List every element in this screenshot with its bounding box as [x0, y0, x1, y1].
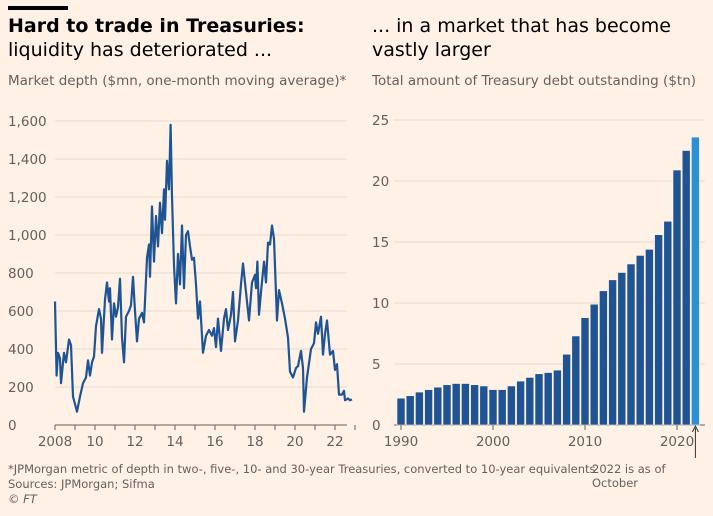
bar-2007: [553, 369, 562, 426]
y-tick-label: 10: [372, 296, 389, 312]
left-chart-title: Hard to trade in Treasuries: liquidity h…: [8, 14, 358, 62]
left-title-bold: Hard to trade in Treasuries:: [8, 15, 305, 37]
market-depth-line: [53, 123, 353, 413]
bar-1994: [433, 386, 443, 426]
copyright: © FT: [8, 492, 37, 506]
sources: Sources: JPMorgan; Sifma: [8, 477, 155, 491]
x-tick-label: 2020: [660, 434, 694, 450]
bar-2003: [516, 380, 525, 426]
bar-1992: [415, 391, 424, 426]
x-tick-label: 18: [246, 434, 263, 450]
bar-1995: [442, 384, 452, 426]
y-tick-label: 0: [372, 418, 381, 434]
x-tick-label: 2010: [568, 434, 602, 450]
bar-2004: [525, 377, 535, 426]
bar-2020: [672, 169, 682, 426]
y-tick-label: 0: [8, 418, 17, 434]
y-tick-label: 200: [8, 380, 34, 396]
bar-1991: [405, 395, 415, 426]
x-tick-label: 12: [126, 434, 143, 450]
y-tick-label: 600: [8, 304, 34, 320]
bar-2016: [635, 255, 645, 426]
bar-2012: [599, 290, 608, 426]
footnote: *JPMorgan metric of depth in two-, five-…: [8, 462, 596, 476]
y-tick-label: 5: [372, 357, 381, 373]
bar-1997: [461, 383, 470, 426]
bar-2018: [654, 234, 663, 426]
left-chart-subtitle: Market depth ($mn, one-month moving aver…: [8, 73, 347, 89]
y-tick-label: 20: [372, 174, 389, 190]
x-tick-label: 22: [326, 434, 343, 450]
bar-2005: [534, 373, 544, 426]
bar-2019: [663, 220, 673, 426]
y-tick-label: 1,000: [8, 228, 47, 244]
y-tick-label: 1,200: [8, 190, 47, 206]
x-tick-label: 10: [86, 434, 103, 450]
bar-1990: [396, 397, 406, 426]
x-tick-label: 2000: [476, 434, 510, 450]
right-chart-title: ... in a market that has become vastly l…: [372, 15, 671, 61]
x-tick-label: 16: [206, 434, 223, 450]
bar-2017: [645, 249, 654, 426]
right-chart-subtitle: Total amount of Treasury debt outstandin…: [372, 73, 697, 89]
bar-2021: [681, 150, 691, 426]
y-tick-label: 800: [8, 266, 34, 282]
bar-1993: [424, 389, 433, 426]
y-tick-label: 1,400: [8, 152, 47, 168]
y-tick-label: 1,600: [8, 114, 47, 130]
bar-2022: [691, 136, 700, 426]
bar-2002: [507, 385, 516, 426]
y-tick-label: 15: [372, 235, 389, 251]
bar-2015: [626, 263, 636, 426]
x-tick-label: 2008: [38, 434, 72, 450]
x-tick-label: 20: [286, 434, 303, 450]
bar-2013: [608, 279, 617, 426]
arrow-up-icon: [691, 424, 699, 433]
x-tick-label: 1990: [384, 434, 418, 450]
bar-2011: [589, 303, 599, 426]
bar-2006: [543, 372, 553, 426]
bar-1996: [451, 383, 461, 426]
bar-2009: [571, 335, 581, 426]
x-tick-label: 14: [166, 434, 183, 450]
ft-header-bar: [8, 6, 68, 10]
bar-2014: [617, 272, 627, 426]
bar-2001: [497, 389, 507, 426]
y-tick-label: 25: [372, 113, 389, 129]
bar-1999: [479, 385, 489, 426]
left-title-rest: liquidity has deteriorated ...: [8, 39, 273, 61]
y-tick-label: 400: [8, 342, 34, 358]
bar-2000: [488, 389, 498, 426]
bar-2010: [580, 317, 590, 426]
bar-1998: [470, 384, 479, 426]
bar-annotation: 2022 is as of October: [592, 462, 666, 490]
bar-2008: [562, 353, 571, 426]
